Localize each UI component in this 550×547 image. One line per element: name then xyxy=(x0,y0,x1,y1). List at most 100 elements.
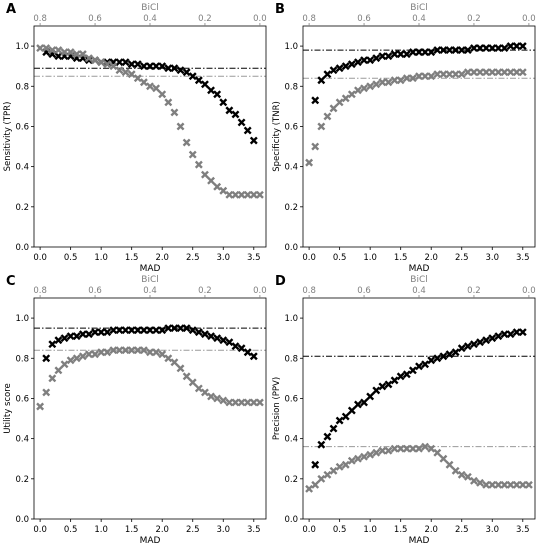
data-point xyxy=(396,444,405,453)
data-point xyxy=(445,460,454,469)
data-point xyxy=(97,328,106,337)
data-point xyxy=(194,328,203,337)
data-point xyxy=(225,398,234,407)
data-point xyxy=(152,326,161,335)
x-tick-label: 1.5 xyxy=(125,253,139,263)
top-tick-label: 0.0 xyxy=(253,14,267,24)
data-point xyxy=(396,372,405,381)
x-tick-label: 1.5 xyxy=(125,525,139,535)
data-point xyxy=(323,112,332,121)
data-point xyxy=(408,48,417,57)
data-point xyxy=(219,396,228,405)
data-point xyxy=(445,46,454,55)
y-axis-label: Precision (PPV) xyxy=(272,377,282,440)
top-tick-label: 0.6 xyxy=(88,286,102,296)
x-tick-label: 2.5 xyxy=(186,253,200,263)
data-point xyxy=(91,328,100,337)
data-point xyxy=(158,90,167,99)
data-point xyxy=(311,142,320,151)
data-point xyxy=(378,78,387,87)
data-point xyxy=(469,340,478,349)
data-point xyxy=(402,74,411,83)
data-point xyxy=(390,50,399,59)
data-point xyxy=(66,48,75,57)
top-tick-label: 0.0 xyxy=(522,286,536,296)
data-point xyxy=(249,136,258,145)
top-axis-label: BiCl xyxy=(410,3,427,13)
data-point xyxy=(158,350,167,359)
y-tick-label: 0.2 xyxy=(15,475,29,485)
data-point xyxy=(433,354,442,363)
data-point xyxy=(347,60,356,69)
x-tick-label: 2.0 xyxy=(155,525,169,535)
data-point xyxy=(415,444,423,453)
data-point xyxy=(152,84,161,93)
data-point xyxy=(78,352,87,361)
data-point xyxy=(103,60,112,69)
data-point xyxy=(506,480,515,489)
data-point xyxy=(439,454,448,463)
data-point xyxy=(207,86,216,95)
data-point xyxy=(329,66,338,75)
top-axis-label: BiCl xyxy=(141,275,158,285)
data-point xyxy=(445,350,454,359)
data-point xyxy=(36,44,45,53)
data-point xyxy=(54,366,63,375)
data-point xyxy=(72,354,81,363)
data-point xyxy=(457,470,466,479)
top-tick-label: 0.8 xyxy=(33,14,47,24)
data-point xyxy=(476,338,485,347)
data-point xyxy=(146,348,154,357)
data-point xyxy=(164,64,173,73)
panel-c: 0.0 0.5 1.0 1.5 2.0 2.5 3.0 3.5 0.8 0.6 0.4 0.2 0.0 0… xyxy=(3,274,267,546)
data-point xyxy=(415,48,423,57)
data-point xyxy=(213,90,222,99)
data-point xyxy=(188,326,197,335)
data-point xyxy=(494,68,503,77)
x-tick-label: 0.0 xyxy=(33,253,47,263)
data-point xyxy=(54,336,63,345)
y-axis-label: Utility score xyxy=(3,383,13,434)
x-tick-label: 1.0 xyxy=(363,253,377,263)
data-point xyxy=(207,332,216,341)
data-point xyxy=(48,374,57,383)
top-tick-label: 0.4 xyxy=(412,286,426,296)
x-tick-label: 3.5 xyxy=(247,525,261,535)
data-point xyxy=(427,356,436,365)
series-1 xyxy=(311,328,527,469)
data-point xyxy=(353,454,362,463)
series-2 xyxy=(305,442,533,493)
top-tick-label: 0.2 xyxy=(467,14,481,24)
x-tick-label: 2.5 xyxy=(455,525,469,535)
data-point xyxy=(66,332,75,341)
data-point xyxy=(402,50,411,59)
data-point xyxy=(311,460,320,469)
data-point xyxy=(390,376,399,385)
data-point xyxy=(488,334,497,343)
data-point xyxy=(469,44,478,53)
data-point xyxy=(164,354,173,363)
x-tick-label: 2.0 xyxy=(424,253,438,263)
data-point xyxy=(231,110,240,119)
x-tick-label: 0.5 xyxy=(333,525,347,535)
data-point xyxy=(347,90,356,99)
data-point xyxy=(231,342,240,351)
data-point xyxy=(158,62,167,71)
x-tick-label: 0.0 xyxy=(302,253,316,263)
y-tick-label: 0.0 xyxy=(15,243,29,253)
panel-label: D xyxy=(275,274,286,289)
data-point xyxy=(84,330,93,339)
data-point xyxy=(378,52,387,61)
data-point xyxy=(433,46,442,55)
data-point xyxy=(360,398,369,407)
data-point xyxy=(213,394,222,403)
data-point xyxy=(372,54,381,63)
data-point xyxy=(225,190,234,199)
data-point xyxy=(213,334,222,343)
data-point xyxy=(482,44,491,53)
data-point xyxy=(48,340,57,349)
data-point xyxy=(188,378,197,387)
data-point xyxy=(421,72,430,81)
data-point xyxy=(109,326,118,335)
